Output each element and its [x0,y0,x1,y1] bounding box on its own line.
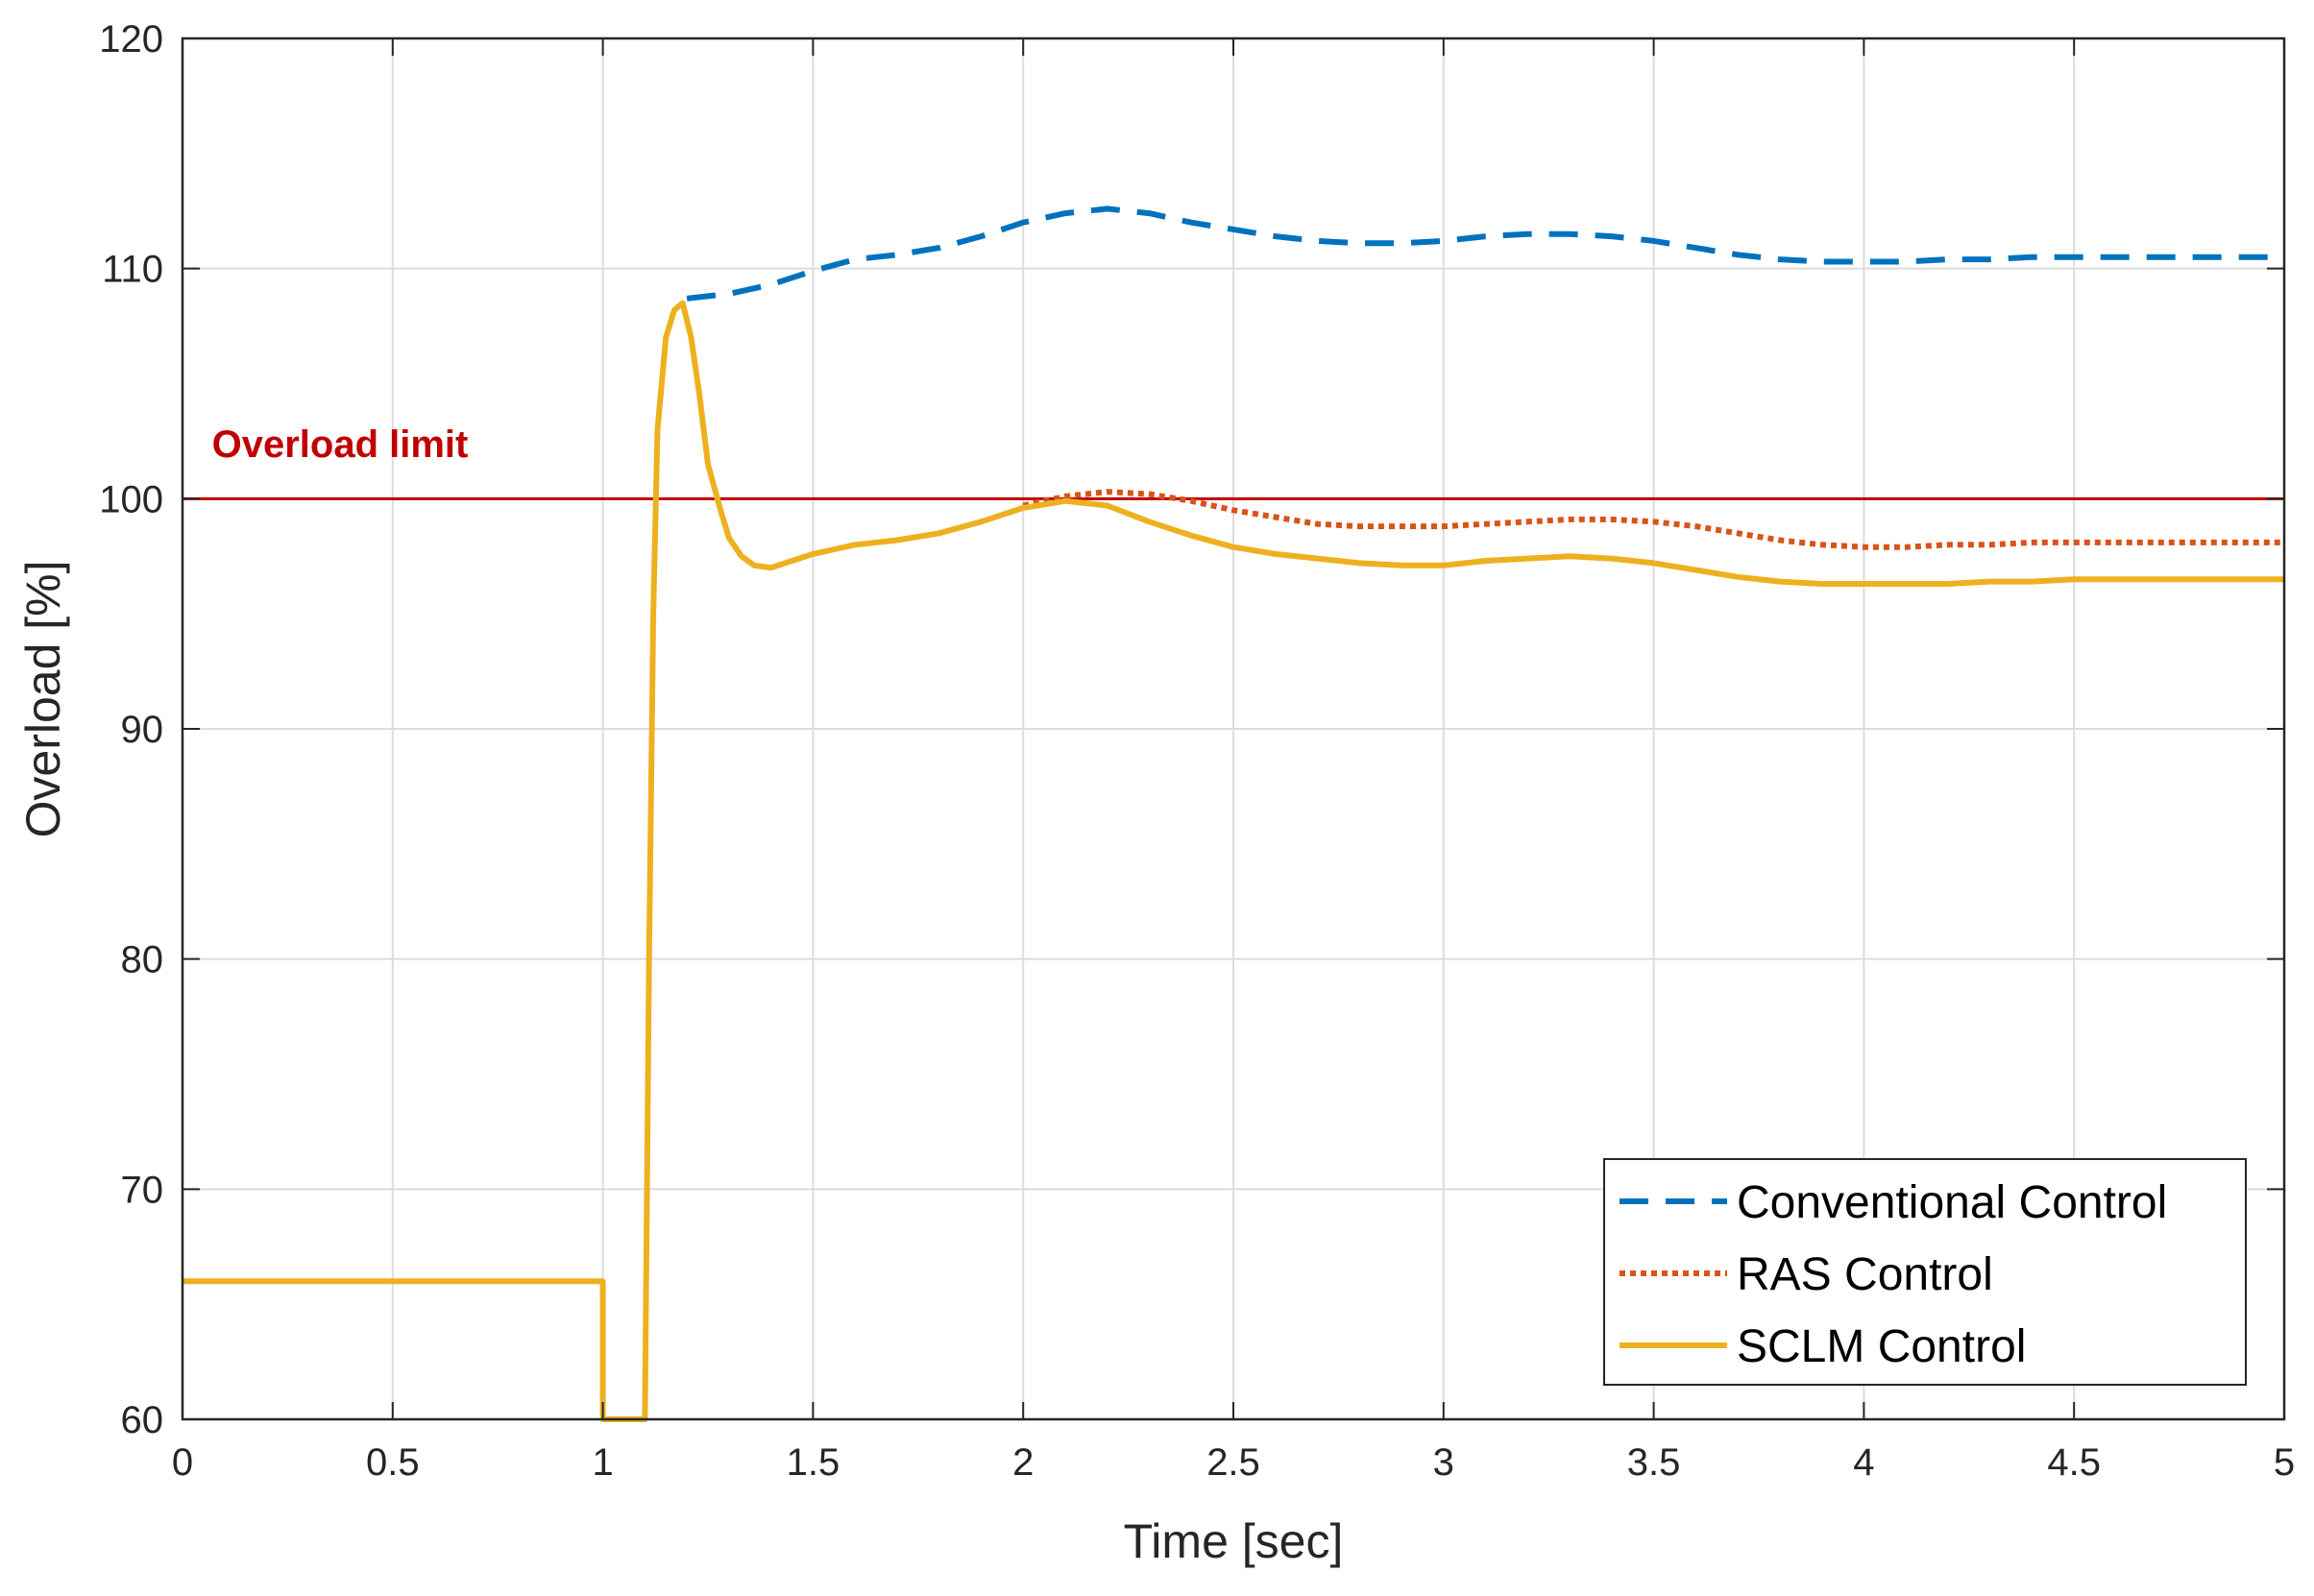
x-tick-label-8: 4 [1853,1441,1874,1484]
series-lines [183,206,2284,1422]
legend: Conventional Control RAS Control SCLM Cont… [1603,1158,2247,1386]
x-tick-label-10: 5 [2274,1441,2295,1484]
y-tick-label-4: 100 [99,478,163,520]
axis-labels: Time [sec] Overload [%] [16,560,1343,1568]
x-tick-label-7: 3.5 [1627,1441,1681,1484]
annotation: Overload limit [212,423,469,466]
x-tick-label-3: 1.5 [787,1441,840,1484]
x-axis-label: Time [sec] [1124,1514,1344,1568]
series-line-sclm-control [183,300,2284,1422]
y-tick-label-2: 80 [121,939,164,981]
y-tick-label-6: 120 [99,18,163,60]
x-tick-label-4: 2 [1012,1441,1034,1484]
y-axis-label: Overload [%] [16,560,70,837]
overload-limit-label: Overload limit [212,423,469,466]
y-tick-label-5: 110 [102,249,163,291]
x-tick-label-2: 1 [592,1441,613,1484]
legend-label-0: Conventional Control [1737,1177,2167,1228]
x-tick-label-9: 4.5 [2047,1441,2101,1484]
legend-label-1: RAS Control [1737,1249,1993,1300]
axes-frame [181,36,2286,1421]
series-line-conventional-control [686,206,2284,302]
tick-labels: 0 0.5 1 1.5 2 2.5 3 3.5 4 4.5 5 60 70 80 90 100 110 120 [99,18,2295,1484]
y-tick-label-1: 70 [121,1169,164,1211]
legend-label-2: SCLM Control [1737,1321,2026,1372]
x-tick-label-5: 2.5 [1206,1441,1260,1484]
y-tick-label-0: 60 [121,1399,164,1441]
series-line-ras-control [1022,489,2284,550]
y-tick-label-3: 90 [121,709,164,751]
x-tick-label-6: 3 [1433,1441,1454,1484]
x-tick-label-0: 0 [172,1441,193,1484]
x-tick-label-1: 0.5 [366,1441,420,1484]
